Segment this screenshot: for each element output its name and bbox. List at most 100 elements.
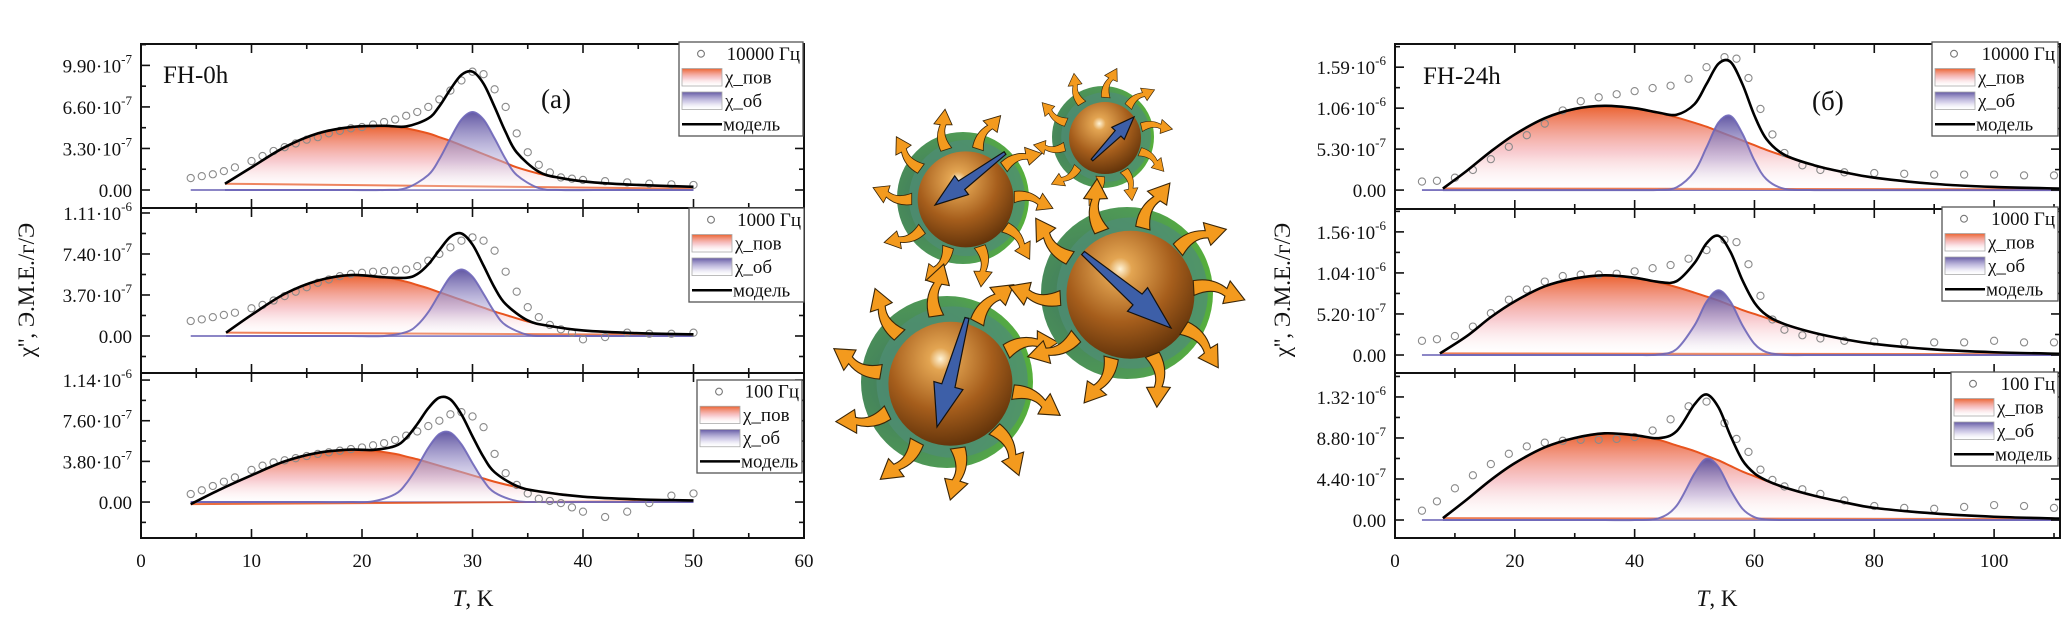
- x-tick-label: 30: [463, 551, 482, 572]
- legend-label-model: модель: [733, 280, 791, 301]
- experiment-point: [1959, 170, 1969, 179]
- plot-area: [186, 395, 698, 522]
- experiment-point: [468, 412, 477, 421]
- experiment-point: [197, 315, 206, 324]
- plot-area: [186, 67, 698, 192]
- experiment-point: [534, 160, 543, 169]
- y-tick-label: 5.30·10-7: [1317, 135, 1387, 161]
- relaxation-arrow-icon: [925, 263, 951, 318]
- y-tick-mantissa: 0.00: [99, 493, 132, 514]
- experiment-points: [1417, 235, 2059, 347]
- relaxation-arrow-icon: [1067, 72, 1087, 107]
- relaxation-arrow-icon: [1035, 217, 1076, 265]
- bulk-area: [190, 431, 694, 503]
- y-tick-mantissa: 1.06·10: [1317, 99, 1376, 120]
- experiment-point: [479, 70, 488, 79]
- relaxation-arrow-icon: [1011, 384, 1062, 416]
- experiment-point: [197, 486, 206, 495]
- model-curve: [1439, 234, 2060, 356]
- y-tick-label: 0.00: [99, 493, 132, 514]
- y-tick-label: 8.80·10-7: [1317, 424, 1387, 450]
- magnetic-moment-arrow-icon: [1090, 115, 1136, 162]
- y-tick-label: 7.40·10-7: [63, 240, 133, 266]
- experiment-point: [230, 473, 240, 482]
- x-tick-label: 0: [1390, 551, 1400, 572]
- experiment-point: [1540, 119, 1549, 128]
- y-tick-mantissa: 1.56·10: [1317, 223, 1376, 244]
- experiment-point: [247, 304, 256, 313]
- experiment-point: [1989, 500, 1999, 510]
- relaxation-arrow-icon: [1082, 177, 1110, 235]
- relaxation-arrow-icon: [832, 348, 883, 380]
- relaxation-arrow-shape: [1083, 355, 1119, 404]
- experiment-point: [600, 512, 610, 522]
- experiment-point: [534, 313, 543, 322]
- experiment-point: [379, 267, 389, 276]
- relaxation-arrow-icon: [924, 244, 954, 281]
- experiment-point: [523, 303, 532, 312]
- y-axis-title: χ'', Э.М.Е./г/Э: [14, 223, 39, 358]
- experiment-point: [1612, 269, 1621, 278]
- experiment-point: [1684, 74, 1693, 83]
- relaxation-arrow-icon: [872, 185, 913, 206]
- y-tick-mantissa: 5.30·10: [1317, 140, 1376, 161]
- model-curve: [190, 395, 694, 506]
- y-axis-title: χ'', Э.М.Е./г/Э: [1270, 223, 1295, 358]
- experiment-point: [1450, 484, 1460, 493]
- experiment-point: [1432, 497, 1442, 506]
- plot-area: [1417, 52, 2060, 192]
- experiment-point: [247, 156, 256, 166]
- nanoparticle-4: [1008, 177, 1246, 409]
- legend-box: [1941, 206, 2059, 302]
- y-tick-label: 7.60·10-7: [63, 407, 133, 433]
- x-tick-label: 60: [795, 551, 814, 572]
- experiment-point: [269, 296, 278, 305]
- experiment-point: [2019, 171, 2029, 180]
- y-tick-mantissa: 7.60·10: [63, 412, 122, 433]
- x-tick-label: 40: [1625, 551, 1644, 572]
- relaxation-arrow-shape: [988, 423, 1025, 477]
- experiment-point: [2019, 501, 2029, 511]
- experiment-point: [1486, 459, 1496, 469]
- x-tick-label: 80: [1865, 551, 1884, 572]
- y-tick-label: 1.56·10-6: [1317, 218, 1387, 244]
- magnetic-moment-arrow-icon: [933, 316, 970, 429]
- experiment-point: [1648, 426, 1657, 435]
- experiment-point: [1900, 169, 1909, 178]
- y-tick-mantissa: 3.30·10: [63, 139, 122, 160]
- y-tick-exponent: -7: [121, 240, 132, 255]
- experiment-point: [1594, 93, 1603, 102]
- nanoparticle-3: [832, 263, 1062, 501]
- y-tick-label: 3.30·10-7: [63, 134, 133, 160]
- magnetic-moment-arrow-icon: [1080, 250, 1173, 330]
- experiment-point: [1648, 83, 1657, 93]
- relaxation-arrow-shape: [933, 108, 953, 152]
- x-axis-var: T: [453, 586, 468, 611]
- relaxation-arrow-shape: [1082, 177, 1110, 235]
- experiment-point: [490, 246, 499, 255]
- experiment-point: [1486, 155, 1496, 164]
- x-axis-var: T: [1697, 586, 1712, 611]
- experiment-point: [280, 143, 289, 152]
- relaxation-arrow-icon: [1083, 355, 1119, 404]
- legend-label-model: модель: [723, 114, 781, 135]
- y-tick-label: 0.00: [1353, 511, 1386, 532]
- legend-swatch-bulk: [1934, 91, 1976, 110]
- relaxation-arrow-shape: [972, 115, 1002, 152]
- y-tick-label: 0.00: [1353, 346, 1386, 367]
- experiment-point: [2049, 171, 2059, 180]
- y-tick-exponent: -6: [1375, 53, 1386, 68]
- x-tick-label: 0: [136, 551, 146, 572]
- legend-label-model: модель: [741, 451, 799, 472]
- experiment-point: [1744, 447, 1753, 457]
- legend-label-experiment: 100 Гц: [2001, 374, 2055, 395]
- relaxation-arrow-icon: [943, 446, 969, 501]
- experiment-point: [186, 173, 195, 183]
- legend-box: [696, 379, 803, 474]
- experiment-point: [567, 503, 577, 512]
- legend-label-experiment: 100 Гц: [745, 382, 799, 403]
- experiment-point: [556, 498, 566, 508]
- legend-marker-experiment: [1960, 214, 1968, 223]
- y-tick-mantissa: 1.11·10: [63, 204, 121, 225]
